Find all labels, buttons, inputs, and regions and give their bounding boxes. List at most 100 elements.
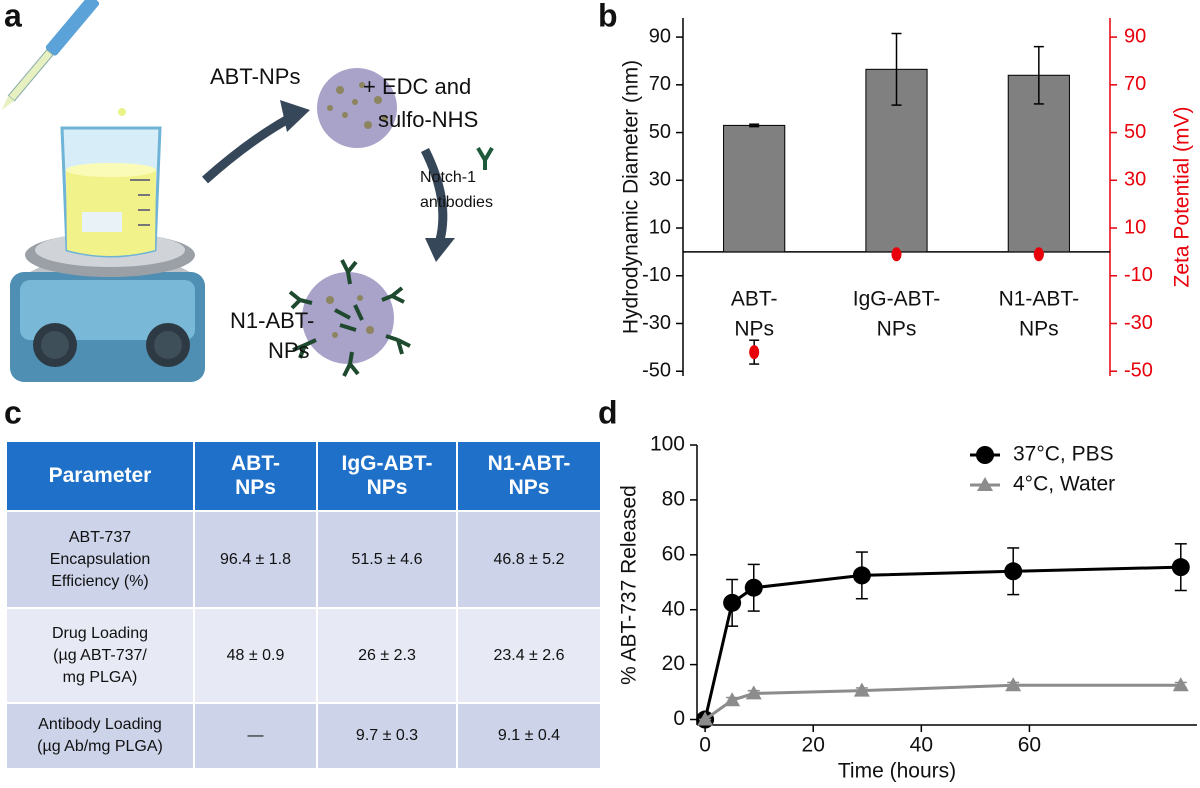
panel-label: c (4, 394, 22, 430)
data-marker (1172, 677, 1189, 692)
data-marker (852, 566, 871, 585)
step-label: sulfo-NHS (378, 107, 478, 132)
x-tick-label: NPs (1019, 318, 1059, 341)
y-tick-label: 30 (649, 169, 671, 191)
y2-tick-label: -30 (1124, 312, 1153, 334)
y-tick-label: 90 (649, 25, 671, 47)
y2-tick-label: 10 (1124, 216, 1146, 238)
y-tick-label: 50 (649, 121, 671, 143)
panel-label: b (598, 0, 618, 33)
table-cell: 46.8 ± 5.2 (456, 510, 602, 609)
legend-marker (976, 446, 994, 464)
legend-marker (977, 477, 993, 491)
table-cell: 23.4 ± 2.6 (456, 607, 602, 704)
cell-text: mg PLGA) (62, 668, 138, 686)
lab-setup-illustration (1, 0, 205, 382)
y-tick-label: 40 (662, 597, 685, 620)
cell-text: 23.4 ± 2.6 (493, 646, 565, 664)
y2-tick-label: 30 (1124, 169, 1146, 191)
cell-text: — (247, 727, 264, 744)
step-label: ABT-NPs (210, 64, 300, 89)
table-cell: Parameter (5, 440, 195, 512)
data-marker (1171, 558, 1190, 577)
data-marker (697, 711, 714, 726)
parameter-table: Parameter ABT- NPs IgG-ABT- NPs N1-ABT- NPs ABT… (5, 440, 602, 770)
y2-tick-label: 50 (1124, 121, 1146, 143)
y-tick-label: 0 (673, 707, 685, 730)
y2-axis-label: Zeta Potential (mV) (1171, 107, 1194, 288)
table-cell: Drug Loading (µg ABT-737/mg PLGA) (5, 607, 195, 704)
y-tick-label: -10 (642, 264, 671, 286)
table-cell: 9.1 ± 0.4 (456, 702, 602, 770)
table-cell: 26 ± 2.3 (316, 607, 458, 704)
y2-tick-label: -10 (1124, 264, 1153, 286)
table-cell: N1-ABT- NPs (456, 440, 602, 512)
cell-text: 26 ± 2.3 (358, 646, 416, 664)
y2-tick-label: 70 (1124, 73, 1146, 95)
data-marker (1004, 562, 1023, 581)
cell-text: 48 ± 0.9 (226, 646, 285, 664)
step-label: NPs (268, 338, 310, 363)
bar (723, 124, 786, 253)
x-axis-label: Time (hours) (838, 760, 956, 783)
x-tick-label: 0 (699, 734, 711, 757)
data-marker (745, 685, 762, 700)
cell-text: NPs (366, 476, 408, 499)
y-tick-label: -30 (642, 312, 671, 334)
cell-text: IgG-ABT- (341, 452, 433, 475)
cell-text: (µg ABT-737/ (53, 646, 147, 664)
y2-tick-label: 90 (1124, 25, 1146, 47)
cell-text: Parameter (48, 464, 152, 487)
table-cell: 96.4 ± 1.8 (193, 510, 318, 609)
y-tick-label: 100 (650, 433, 685, 456)
cell-text: ABT-737 (68, 528, 132, 546)
data-marker (744, 578, 763, 597)
y-tick-label: 70 (649, 73, 671, 95)
table-cell: 48 ± 0.9 (193, 607, 318, 704)
arrowhead (425, 238, 455, 262)
process-arrows (202, 114, 448, 242)
panel-label: d (598, 394, 618, 430)
zeta-point (891, 247, 902, 262)
x-tick-label: 20 (802, 734, 825, 757)
data-marker (723, 593, 742, 612)
x-tick-label: 40 (910, 734, 933, 757)
table-cell: — (193, 702, 318, 770)
table-row: Antibody Loading (µg Ab/mg PLGA) — 9.7 ± 0.… (5, 702, 602, 770)
x-tick-label: N1-ABT- (999, 288, 1080, 311)
cell-text: (µg Ab/mg PLGA) (37, 738, 163, 755)
cell-text: ABT- (231, 452, 280, 475)
cell-text: 46.8 ± 5.2 (493, 550, 565, 568)
table-cell: Antibody Loading (µg Ab/mg PLGA) (5, 702, 195, 770)
zeta-point (749, 345, 760, 360)
series-line (703, 565, 1181, 720)
cell-text: Efficiency (%) (51, 572, 149, 590)
cell-text: Antibody Loading (38, 716, 162, 733)
cell-text: NPs (235, 476, 276, 499)
y-tick-label: 80 (662, 487, 685, 510)
table-header: Parameter ABT- NPs IgG-ABT- NPs N1-ABT- NPs (5, 440, 602, 512)
step-label: antibodies (420, 194, 493, 211)
step-label: Notch-1 (420, 169, 476, 186)
y2-tick-label: -50 (1124, 360, 1153, 382)
table-cell: 9.7 ± 0.3 (316, 702, 458, 770)
legend-label: 4°C, Water (1013, 473, 1115, 496)
nanoparticle (317, 68, 397, 148)
data-marker (1005, 677, 1022, 692)
zeta-point (1033, 247, 1044, 262)
series-line (704, 683, 1181, 721)
legend-label: 37°C, PBS (1013, 443, 1114, 466)
cell-text: Encapsulation (49, 550, 151, 568)
cell-text: 96.4 ± 1.8 (219, 550, 292, 568)
table-cell: 51.5 ± 4.6 (316, 510, 458, 609)
y-axis-label: Hydrodynamic Diameter (nm) (620, 60, 643, 334)
cell-text: NPs (508, 476, 550, 499)
x-tick-label: IgG-ABT- (853, 288, 941, 311)
data-marker (724, 692, 741, 707)
table-cell: IgG-ABT- NPs (316, 440, 458, 512)
step-label: N1-ABT- (230, 308, 314, 333)
y-axis-label: % ABT-737 Released (618, 485, 641, 685)
table-cell: ABT-737 Encapsulation Efficiency (%) (5, 510, 195, 609)
y-tick-label: 60 (662, 542, 685, 565)
